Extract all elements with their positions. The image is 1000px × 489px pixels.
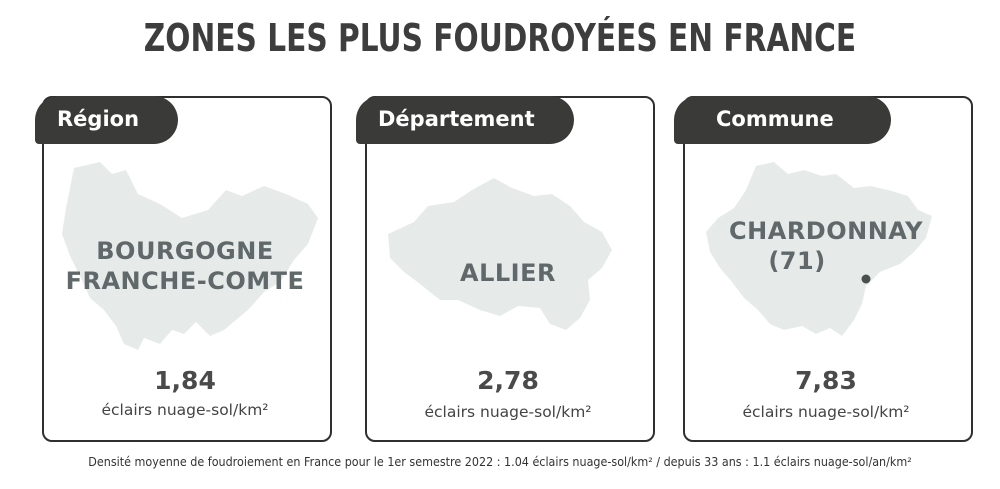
commune-name-line-2: (71) (768, 247, 826, 275)
commune-area-label: CHARDONNAY (71) (683, 216, 969, 276)
commune-value: 7,83 (795, 366, 857, 395)
commune-unit: éclairs nuage-sol/km² (742, 403, 910, 421)
location-dot-icon (861, 274, 871, 284)
region-map-icon (62, 162, 318, 350)
department-value: 2,78 (477, 366, 539, 395)
page-title: ZONES LES PLUS FOUDROYÉES EN FRANCE (143, 16, 857, 60)
commune-tab: Commune (674, 96, 891, 144)
department-tab: Département (356, 96, 574, 144)
region-name-line-1: BOURGOGNE (96, 237, 274, 265)
region-unit: éclairs nuage-sol/km² (101, 401, 269, 419)
department-name: ALLIER (460, 259, 556, 287)
region-tab: Région (35, 96, 178, 144)
region-area-label: BOURGOGNE FRANCHE-COMTE (42, 236, 328, 296)
department-area-label: ALLIER (365, 258, 651, 288)
region-name-line-2: FRANCHE-COMTE (65, 267, 305, 295)
department-unit: éclairs nuage-sol/km² (424, 403, 592, 421)
region-value: 1,84 (154, 366, 216, 395)
footer-note: Densité moyenne de foudroiement en Franc… (88, 455, 912, 469)
department-map-icon (388, 178, 612, 330)
commune-name-line-1: CHARDONNAY (729, 217, 923, 245)
commune-map-icon (706, 162, 932, 336)
